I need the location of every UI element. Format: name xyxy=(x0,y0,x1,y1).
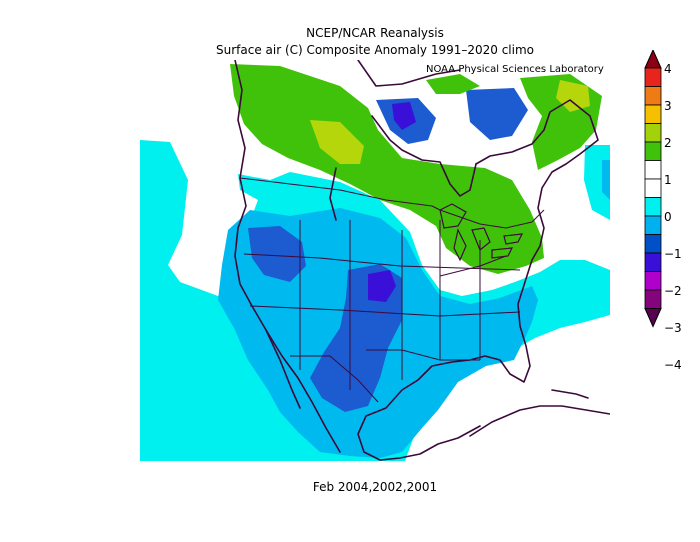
coastlines xyxy=(234,60,610,461)
region-deep-blue-plains xyxy=(368,270,396,302)
region-green-arctic xyxy=(426,74,480,94)
colorbar-swatch xyxy=(644,86,662,106)
region-green-north xyxy=(230,64,544,274)
anomaly-map xyxy=(140,60,610,461)
colorbar-label-2: 2 xyxy=(664,136,672,150)
colorbar-swatch xyxy=(644,234,662,254)
political-borders xyxy=(239,177,545,403)
great-lakes xyxy=(439,203,524,262)
colorbar-swatch xyxy=(644,271,662,291)
colorbar-label-minus4: −4 xyxy=(664,358,682,372)
colorbar-label-1: 1 xyxy=(664,173,672,187)
colorbar-label-minus3: −3 xyxy=(664,321,682,335)
colorbar-swatch xyxy=(644,289,662,309)
credit-label: NOAA Physical Sciences Laboratory xyxy=(426,64,604,75)
colorbar-swatch xyxy=(644,141,662,161)
title-line-1: NCEP/NCAR Reanalysis xyxy=(306,26,444,40)
colorbar-label-minus2: −2 xyxy=(664,284,682,298)
title-line-2: Surface air (C) Composite Anomaly 1991–2… xyxy=(215,43,535,57)
footer-label: Feb 2004,2002,2001 xyxy=(312,480,438,494)
colorbar-swatch xyxy=(644,197,662,217)
colorbar-label-3: 3 xyxy=(664,99,672,113)
region-mid-blue-arctic-e xyxy=(466,88,528,140)
colorbar-swatch xyxy=(644,160,662,180)
region-deep-blue-arctic xyxy=(392,102,416,130)
colorbar-swatch xyxy=(644,252,662,272)
colorbar-label-4: 4 xyxy=(664,62,672,76)
colorbar-swatch xyxy=(644,67,662,87)
region-mid-blue-rockies xyxy=(248,226,306,282)
colorbar xyxy=(644,50,662,328)
colorbar-arrow-bottom xyxy=(644,308,662,328)
region-light-blue-east xyxy=(602,160,610,200)
colorbar-swatch xyxy=(644,178,662,198)
colorbar-swatch xyxy=(644,215,662,235)
colorbar-swatch xyxy=(644,123,662,143)
region-yellow-green-nw xyxy=(310,120,364,164)
colorbar-swatch xyxy=(644,104,662,124)
colorbar-label-minus1: −1 xyxy=(664,247,682,261)
colorbar-label-0: 0 xyxy=(664,210,672,224)
colorbar-arrow-top xyxy=(644,50,662,69)
